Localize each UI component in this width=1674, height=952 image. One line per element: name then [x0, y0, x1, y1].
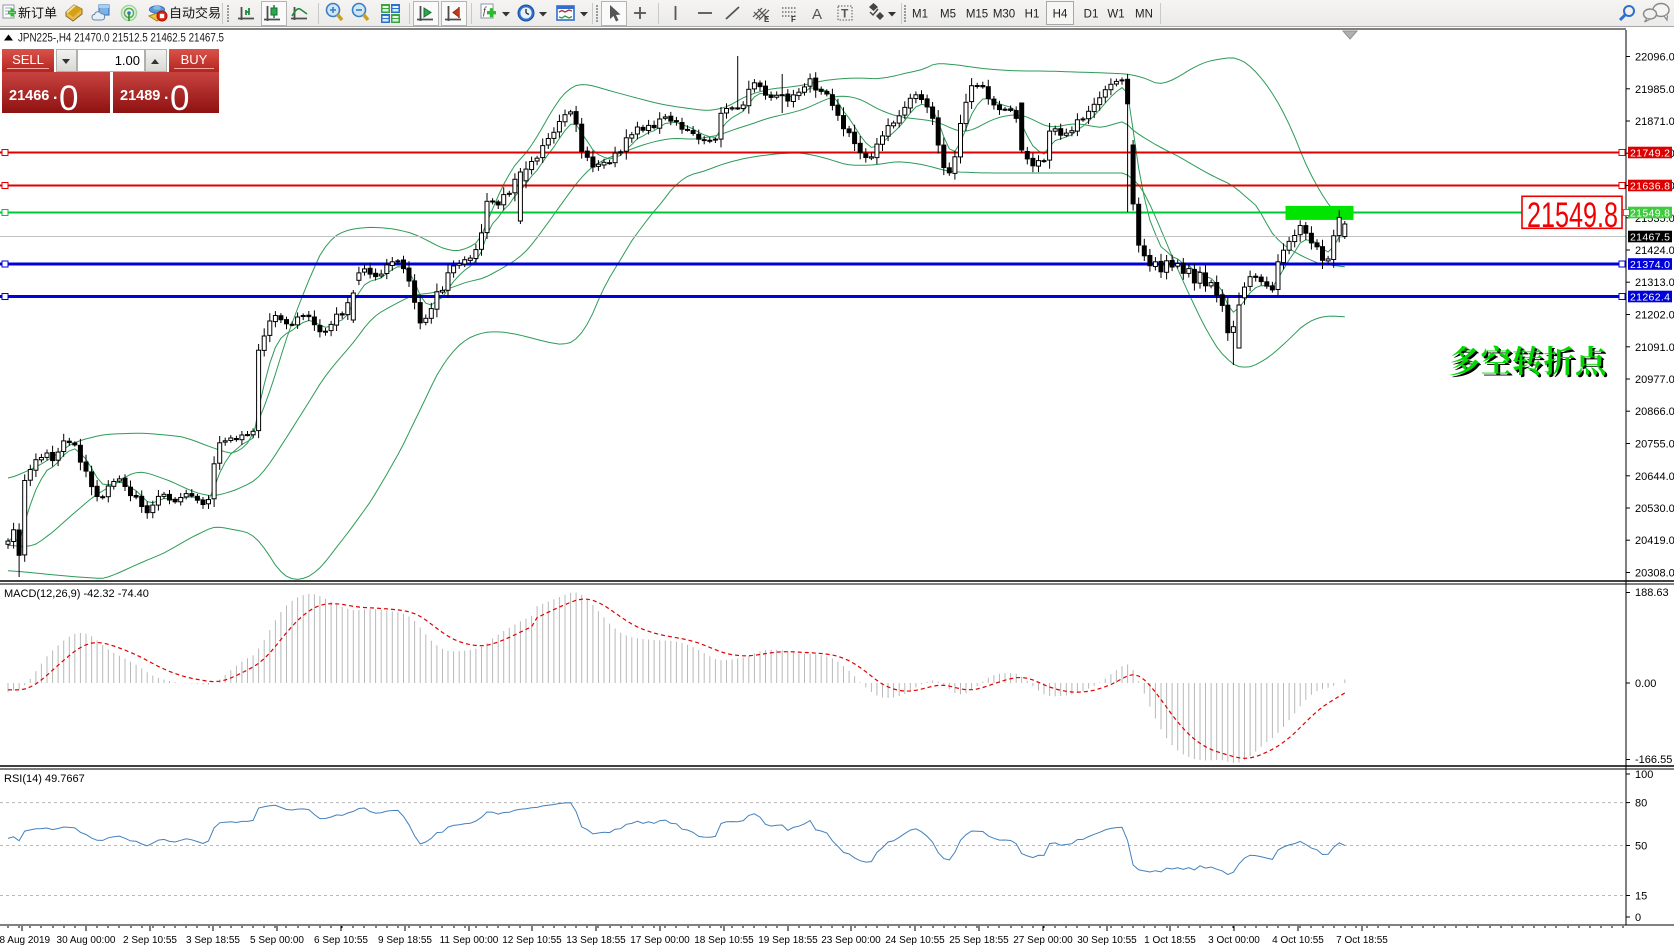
- svg-text:-166.55: -166.55: [1635, 754, 1672, 766]
- svg-text:3 Oct 00:00: 3 Oct 00:00: [1208, 935, 1260, 946]
- svg-text:21749.2: 21749.2: [1630, 147, 1670, 159]
- svg-text:T: T: [841, 7, 849, 21]
- svg-text:F: F: [791, 15, 796, 24]
- svg-text:12 Sep 10:55: 12 Sep 10:55: [502, 935, 562, 946]
- svg-text:20308.0: 20308.0: [1635, 568, 1674, 580]
- svg-text:9 Sep 18:55: 9 Sep 18:55: [378, 935, 432, 946]
- svg-text:20419.0: 20419.0: [1635, 535, 1674, 547]
- svg-text:23 Sep 00:00: 23 Sep 00:00: [821, 935, 881, 946]
- svg-text:21549.8: 21549.8: [1630, 207, 1670, 219]
- svg-text:M15: M15: [966, 9, 988, 21]
- svg-text:20866.0: 20866.0: [1635, 406, 1674, 418]
- svg-text:21374.0: 21374.0: [1630, 259, 1670, 271]
- svg-text:21262.4: 21262.4: [1630, 291, 1670, 303]
- svg-text:21424.0: 21424.0: [1635, 245, 1674, 257]
- svg-text:21636.8: 21636.8: [1630, 180, 1670, 192]
- svg-text:21985.0: 21985.0: [1635, 84, 1674, 96]
- svg-text:21871.0: 21871.0: [1635, 116, 1674, 128]
- svg-text:20530.0: 20530.0: [1635, 503, 1674, 515]
- svg-text:M30: M30: [993, 9, 1015, 21]
- svg-text:E: E: [764, 15, 770, 24]
- svg-text:4 Oct 10:55: 4 Oct 10:55: [1272, 935, 1324, 946]
- svg-text:H4: H4: [1053, 9, 1068, 21]
- svg-text:21091.0: 21091.0: [1635, 342, 1674, 354]
- svg-text:JPN225-,H4 21470.0 21512.5 21: JPN225-,H4 21470.0 21512.5 21462.5 21467…: [18, 33, 224, 45]
- svg-text:21467.5: 21467.5: [1630, 231, 1670, 243]
- svg-text:18 Sep 10:55: 18 Sep 10:55: [694, 935, 754, 946]
- svg-text:6 Sep 10:55: 6 Sep 10:55: [314, 935, 368, 946]
- svg-text:20755.0: 20755.0: [1635, 439, 1674, 451]
- svg-text:1 Oct 18:55: 1 Oct 18:55: [1144, 935, 1196, 946]
- svg-text:M1: M1: [912, 9, 928, 21]
- svg-text:7 Oct 18:55: 7 Oct 18:55: [1336, 935, 1388, 946]
- svg-text:A: A: [812, 6, 822, 23]
- svg-text:2 Sep 10:55: 2 Sep 10:55: [123, 935, 177, 946]
- svg-text:20977.0: 20977.0: [1635, 374, 1674, 386]
- svg-text:188.63: 188.63: [1635, 587, 1669, 599]
- svg-text:27 Sep 00:00: 27 Sep 00:00: [1013, 935, 1073, 946]
- svg-text:0.00: 0.00: [1635, 678, 1656, 690]
- svg-text:21313.0: 21313.0: [1635, 277, 1674, 289]
- svg-text:21202.0: 21202.0: [1635, 310, 1674, 322]
- svg-text:80: 80: [1635, 798, 1647, 810]
- svg-text:W1: W1: [1107, 9, 1124, 21]
- svg-text:f: f: [483, 6, 487, 17]
- svg-text:21549.8: 21549.8: [1527, 196, 1618, 235]
- svg-text:19 Sep 18:55: 19 Sep 18:55: [758, 935, 818, 946]
- svg-text:D1: D1: [1084, 9, 1099, 21]
- svg-text:H1: H1: [1025, 9, 1040, 21]
- svg-text:50: 50: [1635, 841, 1647, 853]
- svg-text:28 Aug 2019: 28 Aug 2019: [0, 935, 51, 946]
- svg-text:0: 0: [1635, 912, 1641, 924]
- svg-text:MN: MN: [1135, 9, 1153, 21]
- svg-text:20644.0: 20644.0: [1635, 471, 1674, 483]
- svg-text:11 Sep 00:00: 11 Sep 00:00: [440, 935, 499, 946]
- svg-text:MACD(12,26,9) -42.32 -74.40: MACD(12,26,9) -42.32 -74.40: [4, 588, 149, 600]
- svg-text:24 Sep 10:55: 24 Sep 10:55: [885, 935, 945, 946]
- svg-text:M5: M5: [940, 9, 956, 21]
- svg-text:22096.0: 22096.0: [1635, 52, 1674, 64]
- svg-text:13 Sep 18:55: 13 Sep 18:55: [566, 935, 626, 946]
- svg-text:30 Aug 00:00: 30 Aug 00:00: [57, 935, 116, 946]
- svg-text:15: 15: [1635, 891, 1647, 903]
- svg-text:25 Sep 18:55: 25 Sep 18:55: [949, 935, 1009, 946]
- svg-text:17 Sep 00:00: 17 Sep 00:00: [630, 935, 690, 946]
- svg-text:30 Sep 10:55: 30 Sep 10:55: [1077, 935, 1137, 946]
- svg-text:100: 100: [1635, 769, 1653, 781]
- svg-text:RSI(14) 49.7667: RSI(14) 49.7667: [4, 773, 85, 785]
- svg-text:3 Sep 18:55: 3 Sep 18:55: [186, 935, 240, 946]
- svg-text:5 Sep 00:00: 5 Sep 00:00: [250, 935, 304, 946]
